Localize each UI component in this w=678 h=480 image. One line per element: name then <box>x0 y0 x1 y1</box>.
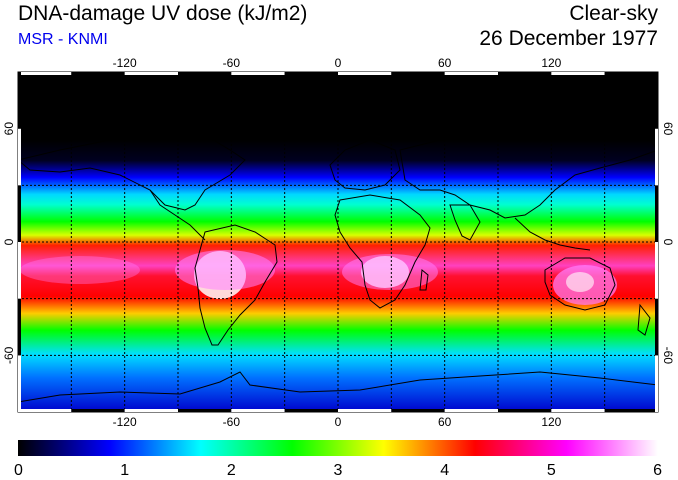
map-panel <box>17 71 659 413</box>
map-title: DNA-damage UV dose (kJ/m2) <box>18 2 308 25</box>
frame-tick-bottom <box>604 409 658 412</box>
coastlines <box>18 111 658 403</box>
lon-tick-label-top: 120 <box>541 56 561 70</box>
frame-tick-bottom <box>284 409 338 412</box>
coast-africa <box>334 194 431 309</box>
colorbar-tick-label: 5 <box>547 462 556 479</box>
frame-tick-bottom <box>18 409 72 412</box>
coast-india <box>449 204 481 241</box>
sky-condition-label: Clear-sky <box>569 2 658 25</box>
frame-tick-bottom <box>124 409 178 412</box>
frame-tick-left <box>18 128 21 186</box>
frame-tick-left <box>18 298 21 356</box>
lat-tick-label-right: -60 <box>661 347 675 365</box>
lon-tick-label-top: -120 <box>113 56 137 70</box>
axis-labels: -120 -120 -60 -60 0 0 60 60 120 120 60 60 0 0 -60 -60 <box>2 56 675 429</box>
frame-tick-right <box>655 128 658 186</box>
lon-tick-label-bottom: 120 <box>541 415 561 429</box>
frame-tick-bottom <box>444 409 498 412</box>
colorbar-tick-label: 2 <box>227 462 236 479</box>
frame-tick-top <box>124 72 178 75</box>
lat-tick-label-left: 60 <box>2 122 16 136</box>
colorbar-ticks: 0 1 2 3 4 5 6 <box>14 462 662 479</box>
hotspot-southern-africa-ring <box>342 254 438 290</box>
lon-tick-label-bottom: -60 <box>223 415 241 429</box>
coast-greenland <box>257 111 321 141</box>
frame-tick-top <box>18 72 72 75</box>
coast-north-america <box>18 129 246 211</box>
lat-tick-label-left: 0 <box>2 238 16 245</box>
colorbar-bar <box>18 440 658 456</box>
frame-tick-bottom <box>338 409 392 412</box>
frame-tick-top <box>231 72 285 75</box>
frame-tick-right <box>655 355 658 412</box>
colorbar-tick-label: 0 <box>14 462 23 479</box>
frame-tick-top <box>71 72 125 75</box>
frame-tick-top <box>178 72 232 75</box>
hotspot-south-america-ring <box>175 250 275 290</box>
lat-lon-grid <box>18 72 658 412</box>
coast-south-america <box>194 224 278 346</box>
coast-antarctica <box>18 371 658 403</box>
lon-tick-label-top: 0 <box>335 56 342 70</box>
frame-tick-left <box>18 355 21 412</box>
frame-tick-top <box>498 72 552 75</box>
coast-madagascar <box>419 269 429 291</box>
colorbar: 0 1 2 3 4 5 6 <box>14 440 662 479</box>
lon-tick-label-bottom: 60 <box>438 415 452 429</box>
colorbar-tick-label: 1 <box>120 462 129 479</box>
coast-asia <box>399 129 658 219</box>
frame-tick-right <box>655 298 658 356</box>
frame-tick-top <box>444 72 498 75</box>
colorbar-tick-label: 3 <box>334 462 343 479</box>
frame-tick-bottom <box>551 409 605 412</box>
date-label: 26 December 1977 <box>479 27 658 50</box>
lon-tick-label-bottom: -120 <box>113 415 137 429</box>
colorbar-tick-label: 6 <box>653 462 662 479</box>
map-subtitle: MSR - KNMI <box>18 31 108 48</box>
lat-tick-label-left: -60 <box>2 346 16 364</box>
frame-tick-bottom <box>231 409 285 412</box>
coast-central-america <box>149 189 206 241</box>
coast-southeast-asia <box>514 217 591 251</box>
frame-tick-left <box>18 72 21 129</box>
frame-tick-bottom <box>178 409 232 412</box>
frame-tick-left <box>18 242 21 299</box>
coast-new-zealand <box>637 303 651 336</box>
frame-tick-left <box>18 185 21 242</box>
frame-tick-right <box>655 185 658 242</box>
frame-tick-bottom <box>71 409 125 412</box>
coast-europe <box>329 139 401 191</box>
lon-tick-label-top: 60 <box>438 56 452 70</box>
colorbar-tick-label: 4 <box>440 462 449 479</box>
lat-tick-label-right: 60 <box>661 122 675 136</box>
frame-tick-top <box>551 72 605 75</box>
frame-tick-right <box>655 242 658 299</box>
frame-tick-bottom <box>498 409 552 412</box>
frame-ticks <box>18 72 658 412</box>
frame-tick-bottom <box>391 409 445 412</box>
lon-tick-label-top: -60 <box>223 56 241 70</box>
lon-tick-label-bottom: 0 <box>335 415 342 429</box>
frame-tick-top <box>338 72 392 75</box>
frame-tick-top <box>391 72 445 75</box>
frame-tick-right <box>655 72 658 129</box>
hotspot-australia-core <box>566 272 594 292</box>
frame-tick-top <box>284 72 338 75</box>
hotspot-pacific <box>20 256 140 284</box>
lat-tick-label-right: 0 <box>661 239 675 246</box>
frame-tick-top <box>604 72 658 75</box>
uv-hotspots <box>20 250 617 305</box>
